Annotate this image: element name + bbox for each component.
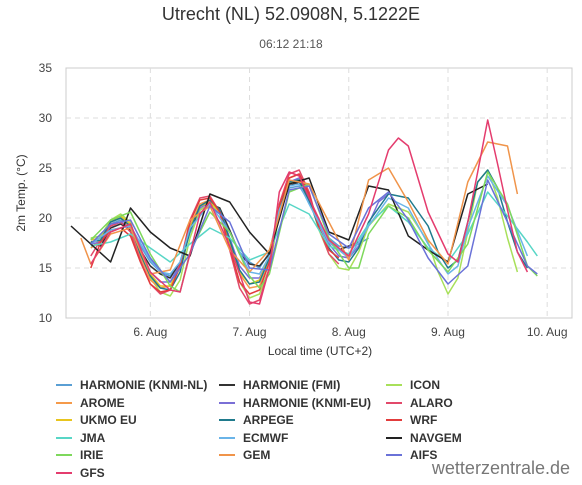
series-line-aifs bbox=[90, 179, 538, 285]
series-lines bbox=[70, 119, 538, 305]
legend-label: WRF bbox=[410, 413, 438, 427]
legend-item[interactable]: HARMONIE (KNMI-EU) bbox=[219, 396, 371, 410]
x-tick-labels: 6. Aug 7. Aug 8. Aug 9. Aug 10. Aug bbox=[133, 325, 567, 339]
legend-label: GEM bbox=[243, 448, 271, 462]
legend-label: ALARO bbox=[410, 395, 453, 410]
x-tick-label: 8. Aug bbox=[332, 325, 366, 339]
legend-label: ECMWF bbox=[243, 430, 289, 445]
temperature-chart: 10 15 20 25 30 35 6. Aug 7. Aug 8. Aug 9. Aug 10.… bbox=[14, 61, 573, 358]
legend-item[interactable]: IRIE bbox=[56, 448, 103, 462]
y-tick-label: 30 bbox=[39, 111, 53, 125]
y-tick-label: 10 bbox=[39, 311, 53, 325]
legend-item[interactable]: GEM bbox=[219, 448, 270, 462]
legend-label: GFS bbox=[80, 465, 105, 480]
legend-label: HARMONIE (FMI) bbox=[243, 378, 341, 392]
legend-item[interactable]: ARPEGE bbox=[219, 413, 294, 427]
legend-label: HARMONIE (KNMI-NL) bbox=[80, 378, 208, 392]
legend-label: NAVGEM bbox=[410, 430, 462, 445]
legend-swatch bbox=[56, 454, 72, 456]
legend-item[interactable]: JMA bbox=[56, 431, 105, 445]
legend-swatch bbox=[56, 419, 72, 421]
legend-label: IRIE bbox=[80, 448, 104, 462]
site-credit: wetterzentrale.de bbox=[431, 458, 570, 478]
legend-label: UKMO EU bbox=[80, 413, 137, 427]
y-tick-label: 25 bbox=[39, 161, 53, 175]
legend-label: JMA bbox=[80, 430, 106, 445]
legend-item[interactable]: HARMONIE (FMI) bbox=[219, 378, 340, 392]
legend-swatch bbox=[219, 454, 235, 456]
legend-swatch bbox=[56, 436, 72, 439]
legend-swatch bbox=[386, 401, 402, 404]
x-axis-label: Local time (UTC+2) bbox=[268, 344, 372, 358]
series-line-wrf bbox=[90, 173, 340, 295]
legend-label: ICON bbox=[410, 378, 440, 392]
legend-label: ARPEGE bbox=[243, 413, 294, 427]
chart-subtitle: 06:12 21:18 bbox=[259, 37, 323, 51]
legend-label: HARMONIE (KNMI-EU) bbox=[243, 395, 371, 410]
legend-swatch bbox=[219, 401, 235, 404]
legend-item[interactable]: ALARO bbox=[386, 396, 453, 410]
chart-title: Utrecht (NL) 52.0908N, 5.1222E bbox=[161, 4, 421, 24]
legend-swatch bbox=[56, 471, 72, 474]
legend-swatch bbox=[56, 401, 72, 404]
legend-swatch bbox=[386, 419, 402, 421]
legend-swatch bbox=[56, 384, 72, 386]
legend-swatch bbox=[386, 436, 402, 439]
legend-item[interactable]: HARMONIE (KNMI-NL) bbox=[56, 378, 207, 392]
legend-item[interactable]: NAVGEM bbox=[386, 431, 462, 445]
y-tick-label: 20 bbox=[39, 211, 53, 225]
legend-label: AIFS bbox=[410, 448, 438, 462]
series-line-gem bbox=[80, 141, 519, 275]
series-line-jma bbox=[90, 191, 538, 263]
legend-swatch bbox=[219, 436, 235, 439]
legend-item[interactable]: WRF bbox=[386, 413, 437, 427]
x-tick-label: 7. Aug bbox=[233, 325, 267, 339]
legend-item[interactable]: AIFS bbox=[386, 448, 437, 462]
legend-label: AROME bbox=[80, 395, 125, 410]
legend-item[interactable]: ECMWF bbox=[219, 431, 288, 445]
legend-item[interactable]: AROME bbox=[56, 396, 125, 410]
legend-swatch bbox=[386, 384, 402, 386]
x-tick-label: 10. Aug bbox=[527, 325, 568, 339]
legend-swatch bbox=[219, 419, 235, 421]
legend-swatch bbox=[219, 384, 235, 386]
y-tick-labels: 10 15 20 25 30 35 bbox=[39, 61, 53, 325]
y-tick-label: 35 bbox=[39, 61, 53, 75]
y-tick-label: 15 bbox=[39, 261, 53, 275]
legend-item[interactable]: UKMO EU bbox=[56, 413, 137, 427]
x-tick-label: 9. Aug bbox=[431, 325, 465, 339]
series-line-gfs bbox=[90, 119, 529, 305]
legend-item[interactable]: ICON bbox=[386, 378, 440, 392]
plot-frame bbox=[65, 67, 573, 319]
legend-item[interactable]: GFS bbox=[56, 466, 105, 480]
legend-swatch bbox=[386, 454, 402, 456]
y-axis-label: 2m Temp. (°C) bbox=[14, 154, 28, 231]
x-tick-label: 6. Aug bbox=[133, 325, 167, 339]
